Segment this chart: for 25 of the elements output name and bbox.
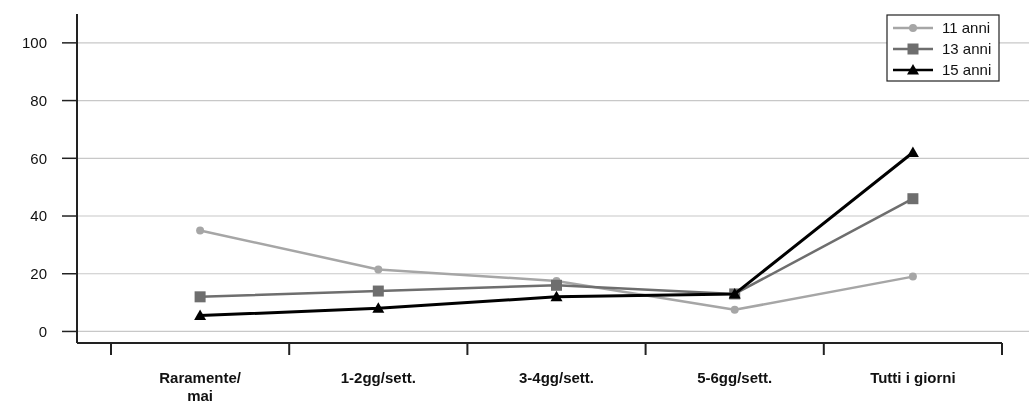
x-tick-label: Tutti i giorni xyxy=(870,369,956,386)
x-tick-label: 5-6gg/sett. xyxy=(697,369,773,386)
point xyxy=(372,285,384,297)
point xyxy=(907,193,919,205)
point xyxy=(194,291,206,303)
point xyxy=(196,226,205,235)
y-tick-label: 80 xyxy=(30,91,47,109)
point xyxy=(372,302,385,313)
point xyxy=(551,279,562,291)
point xyxy=(374,265,383,274)
point xyxy=(194,309,207,321)
x-tick-label: 1-2gg/sett. xyxy=(340,369,416,386)
legend-label: 13 anni xyxy=(942,40,992,58)
x-tick-label: 3-4gg/sett. xyxy=(518,369,595,386)
y-tick-label: 40 xyxy=(30,207,47,225)
legend-label: 15 anni xyxy=(942,61,992,79)
point xyxy=(550,290,563,302)
x-tick-label: Raramente/ mai xyxy=(159,369,242,404)
y-tick-label: 100 xyxy=(21,34,47,52)
y-tick-label: 20 xyxy=(30,264,47,282)
legend-label: 11 anni xyxy=(942,19,991,37)
point xyxy=(908,272,917,281)
y-tick-label: 0 xyxy=(38,322,47,340)
y-tick-label: 60 xyxy=(30,149,47,167)
point xyxy=(730,305,739,314)
